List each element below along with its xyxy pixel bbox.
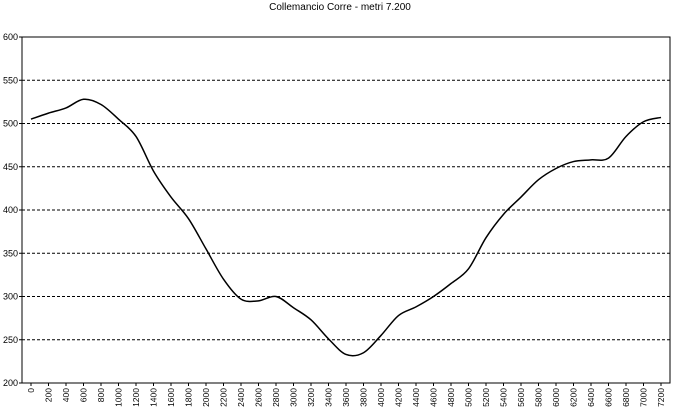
series-layer (30, 98, 662, 357)
y-tick-label: 400 (3, 205, 18, 215)
x-tick-label: 1200 (131, 388, 141, 407)
y-tick-label: 350 (3, 248, 18, 258)
x-tick-label: 4800 (446, 388, 456, 407)
y-tick-label: 600 (3, 32, 18, 42)
x-tick-label: 5800 (534, 388, 544, 407)
y-tick-label: 250 (3, 335, 18, 345)
x-tick-label: 7200 (656, 388, 666, 407)
grid-lines (22, 36, 670, 341)
x-tick-label: 3200 (306, 388, 316, 407)
x-tick-label: 6400 (586, 388, 596, 407)
x-tick-label: 5600 (516, 388, 526, 407)
x-tick-label: 3600 (341, 388, 351, 407)
x-tick-label: 3800 (359, 388, 369, 407)
x-tick-label: 1600 (166, 388, 176, 407)
y-tick-label: 300 (3, 292, 18, 302)
x-tick-label: 4200 (394, 388, 404, 407)
y-tick-labels: 200 250 300 350 400 450 500 550 600 (3, 32, 22, 388)
x-tick-label: 6200 (569, 388, 579, 407)
y-tick-label: 550 (3, 75, 18, 85)
x-tick-label: 6800 (621, 388, 631, 407)
y-tick-label: 500 (3, 119, 18, 129)
x-tick-label: 5200 (481, 388, 491, 407)
x-tick-label: 800 (96, 388, 106, 402)
x-tick-label: 200 (44, 388, 54, 402)
x-tick-label: 6600 (604, 388, 614, 407)
x-tick-label: 0 (26, 388, 36, 393)
series-line (30, 98, 662, 357)
x-tick-label: 2400 (236, 388, 246, 407)
y-tick-label: 200 (3, 378, 18, 388)
x-tick-label: 3400 (324, 388, 334, 407)
x-tick-label: 7000 (639, 388, 649, 407)
x-tick-label: 1000 (114, 388, 124, 407)
x-tick-label: 1800 (184, 388, 194, 407)
x-tick-label: 1400 (149, 388, 159, 407)
chart-title: Collemancio Corre - metri 7.200 (269, 2, 411, 13)
x-tick-label: 5000 (464, 388, 474, 407)
x-tick-label: 2600 (254, 388, 264, 407)
x-tick-label: 4000 (376, 388, 386, 407)
x-tick-label: 2800 (271, 388, 281, 407)
x-tick-label: 6000 (551, 388, 561, 407)
x-tick-label: 5400 (499, 388, 509, 407)
x-tick-label: 4600 (429, 388, 439, 407)
x-tick-label: 2200 (219, 388, 229, 407)
x-tick-labels: 0 200 400 600 800 1000 1200 1400 1600 1800 2000 220… (26, 383, 666, 407)
y-tick-label: 450 (3, 162, 18, 172)
x-tick-label: 400 (61, 388, 71, 402)
x-tick-label: 4400 (411, 388, 421, 407)
x-tick-label: 600 (79, 388, 89, 402)
x-tick-label: 3000 (289, 388, 299, 407)
x-tick-label: 2000 (201, 388, 211, 407)
